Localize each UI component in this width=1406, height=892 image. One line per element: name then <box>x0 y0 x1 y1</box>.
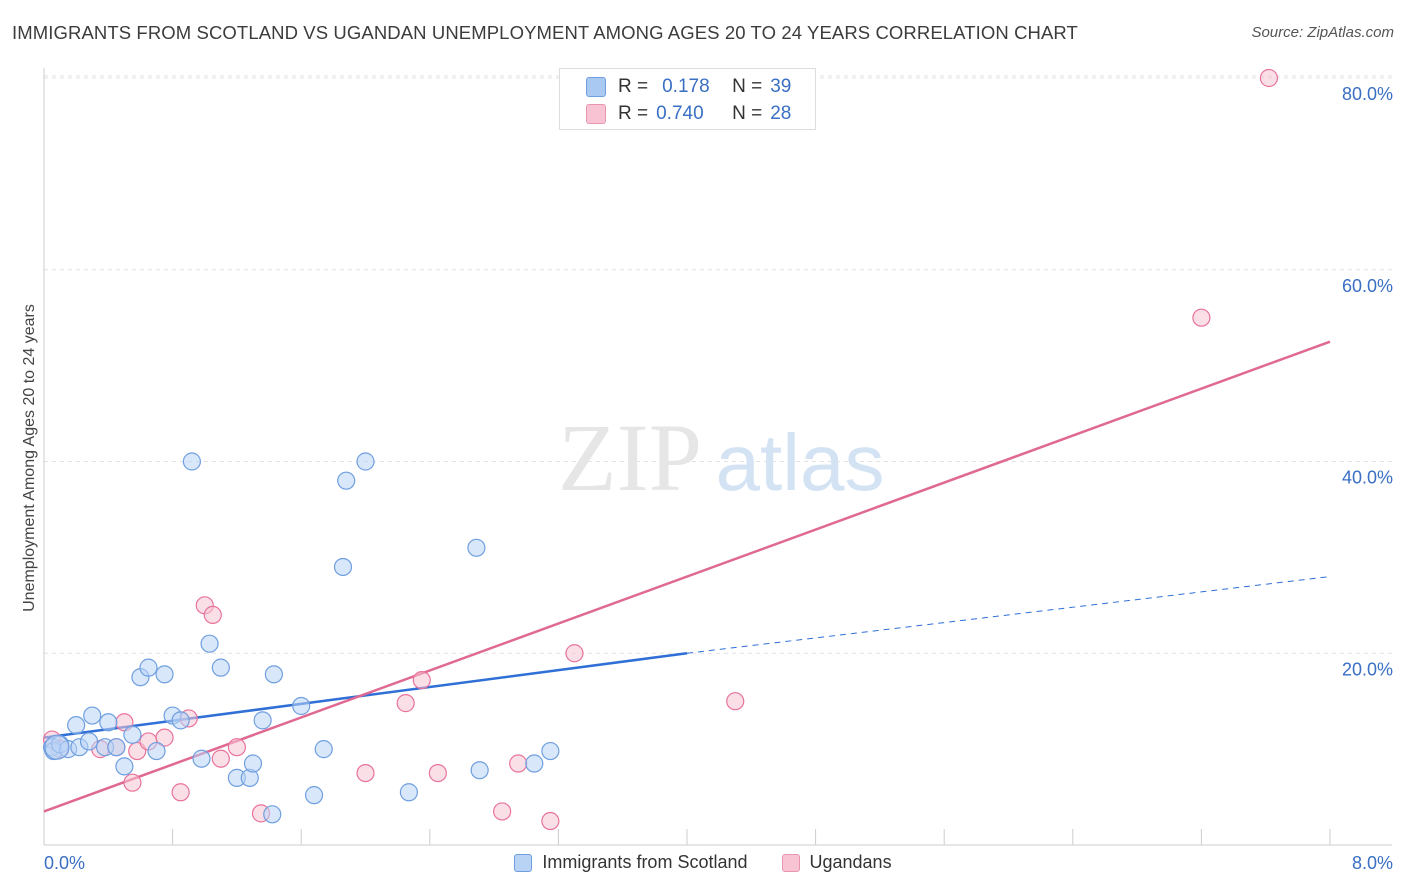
point-ugandans <box>227 738 246 757</box>
watermark-atlas: atlas <box>716 418 885 507</box>
point-ugandans <box>412 670 431 690</box>
r-label: R = <box>618 103 649 124</box>
point-ugandans <box>155 728 174 747</box>
trend-lines <box>43 340 1331 813</box>
point-scotland <box>99 713 118 732</box>
legend-label-ugandans: Ugandans <box>809 852 892 872</box>
data-points <box>42 68 1279 831</box>
y-tick-label: 60.0% <box>1342 276 1393 296</box>
point-scotland <box>253 711 272 730</box>
point-scotland <box>67 716 86 735</box>
point-ugandans <box>123 773 142 792</box>
point-ugandans <box>428 763 447 783</box>
point-scotland <box>263 805 282 824</box>
point-scotland <box>171 711 190 730</box>
point-scotland <box>467 538 486 557</box>
tick-labels: 20.0% 40.0% 60.0% 80.0% 0.0% 8.0% <box>44 84 1393 873</box>
legend-label-scotland: Immigrants from Scotland <box>542 852 748 872</box>
point-scotland <box>525 754 544 773</box>
point-scotland <box>356 452 375 471</box>
legend: Immigrants from Scotland Ugandans <box>0 852 1406 873</box>
r-value: 0.740 <box>656 103 704 124</box>
n-label: N = <box>732 76 763 97</box>
stats-swatch-scotland <box>586 77 606 97</box>
legend-swatch-scotland <box>514 853 533 872</box>
point-scotland <box>337 471 356 490</box>
axes <box>43 68 1392 846</box>
legend-item-ugandans[interactable]: Ugandans <box>781 852 892 873</box>
watermark-zip: ZIP <box>558 404 702 511</box>
point-ugandans <box>211 749 230 768</box>
source-credit: Source: ZipAtlas.com <box>1251 24 1394 41</box>
point-scotland <box>292 696 311 716</box>
point-ugandans <box>565 644 584 663</box>
point-scotland <box>79 732 99 751</box>
point-scotland <box>182 452 201 471</box>
point-ugandans <box>493 802 512 821</box>
point-scotland <box>304 786 324 805</box>
point-scotland <box>147 741 166 761</box>
point-scotland <box>399 783 419 802</box>
r-label: R = <box>618 76 649 97</box>
point-scotland <box>192 749 211 768</box>
point-scotland <box>107 738 126 757</box>
point-ugandans <box>726 692 745 711</box>
point-ugandans <box>1192 308 1211 327</box>
n-value: 28 <box>770 103 792 124</box>
r-value: 0.178 <box>662 76 710 97</box>
watermark: ZIP atlas <box>558 404 884 511</box>
x-tick-label: 0.0% <box>44 853 85 873</box>
point-scotland <box>123 725 142 744</box>
n-value: 39 <box>770 76 792 97</box>
trend-line-scotland <box>43 652 688 739</box>
point-scotland <box>470 761 489 780</box>
stats-row-scotland: R = 0.178 N = 39 <box>586 74 792 100</box>
y-tick-label: 80.0% <box>1342 84 1393 104</box>
point-scotland <box>264 665 283 684</box>
trend-line-scotland-extension <box>686 576 1331 654</box>
x-tick-label: 8.0% <box>1352 853 1393 873</box>
point-scotland <box>243 754 263 773</box>
point-ugandans <box>541 811 560 831</box>
y-tick-label: 40.0% <box>1342 468 1393 488</box>
point-scotland <box>200 634 219 653</box>
legend-swatch-ugandans <box>781 853 800 872</box>
point-scotland-cluster <box>44 734 70 760</box>
point-scotland <box>83 706 102 725</box>
point-ugandans <box>203 605 222 625</box>
y-tick-label: 20.0% <box>1342 659 1393 679</box>
point-scotland <box>211 658 230 677</box>
point-ugandans <box>171 783 190 802</box>
stats-box: R = 0.178 N = 39 R = 0.740 N = 28 <box>559 68 816 130</box>
point-scotland <box>314 740 333 759</box>
point-ugandans <box>396 694 415 713</box>
point-ugandans <box>1259 68 1279 88</box>
trend-line-ugandans <box>43 340 1331 813</box>
point-scotland <box>115 757 134 776</box>
stats-row-ugandans: R = 0.740 N = 28 <box>586 101 792 127</box>
gridlines <box>44 75 1392 654</box>
point-scotland <box>155 665 174 684</box>
legend-item-scotland[interactable]: Immigrants from Scotland <box>514 852 748 873</box>
point-scotland <box>541 741 560 761</box>
point-ugandans <box>509 754 528 773</box>
point-scotland <box>333 557 353 577</box>
n-label: N = <box>732 103 763 124</box>
stats-swatch-ugandans <box>586 104 606 124</box>
point-scotland <box>139 658 158 677</box>
point-ugandans <box>356 763 375 783</box>
chart-title: IMMIGRANTS FROM SCOTLAND VS UGANDAN UNEM… <box>12 22 1078 43</box>
